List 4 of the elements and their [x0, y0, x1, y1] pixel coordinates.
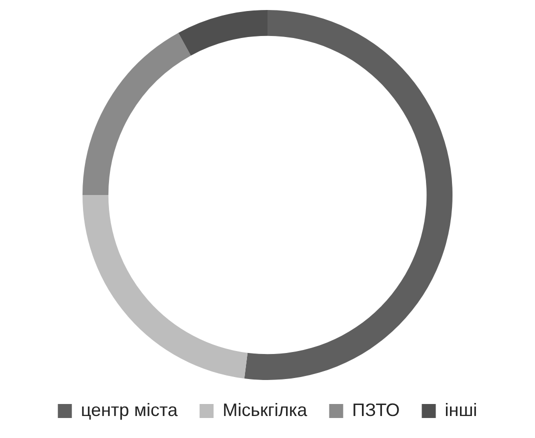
legend-label: центр міста: [80, 400, 179, 420]
legend-label: ПЗТО: [352, 400, 400, 420]
legend-label: Міськгілка: [222, 400, 308, 420]
legend-label: інші: [444, 400, 478, 420]
